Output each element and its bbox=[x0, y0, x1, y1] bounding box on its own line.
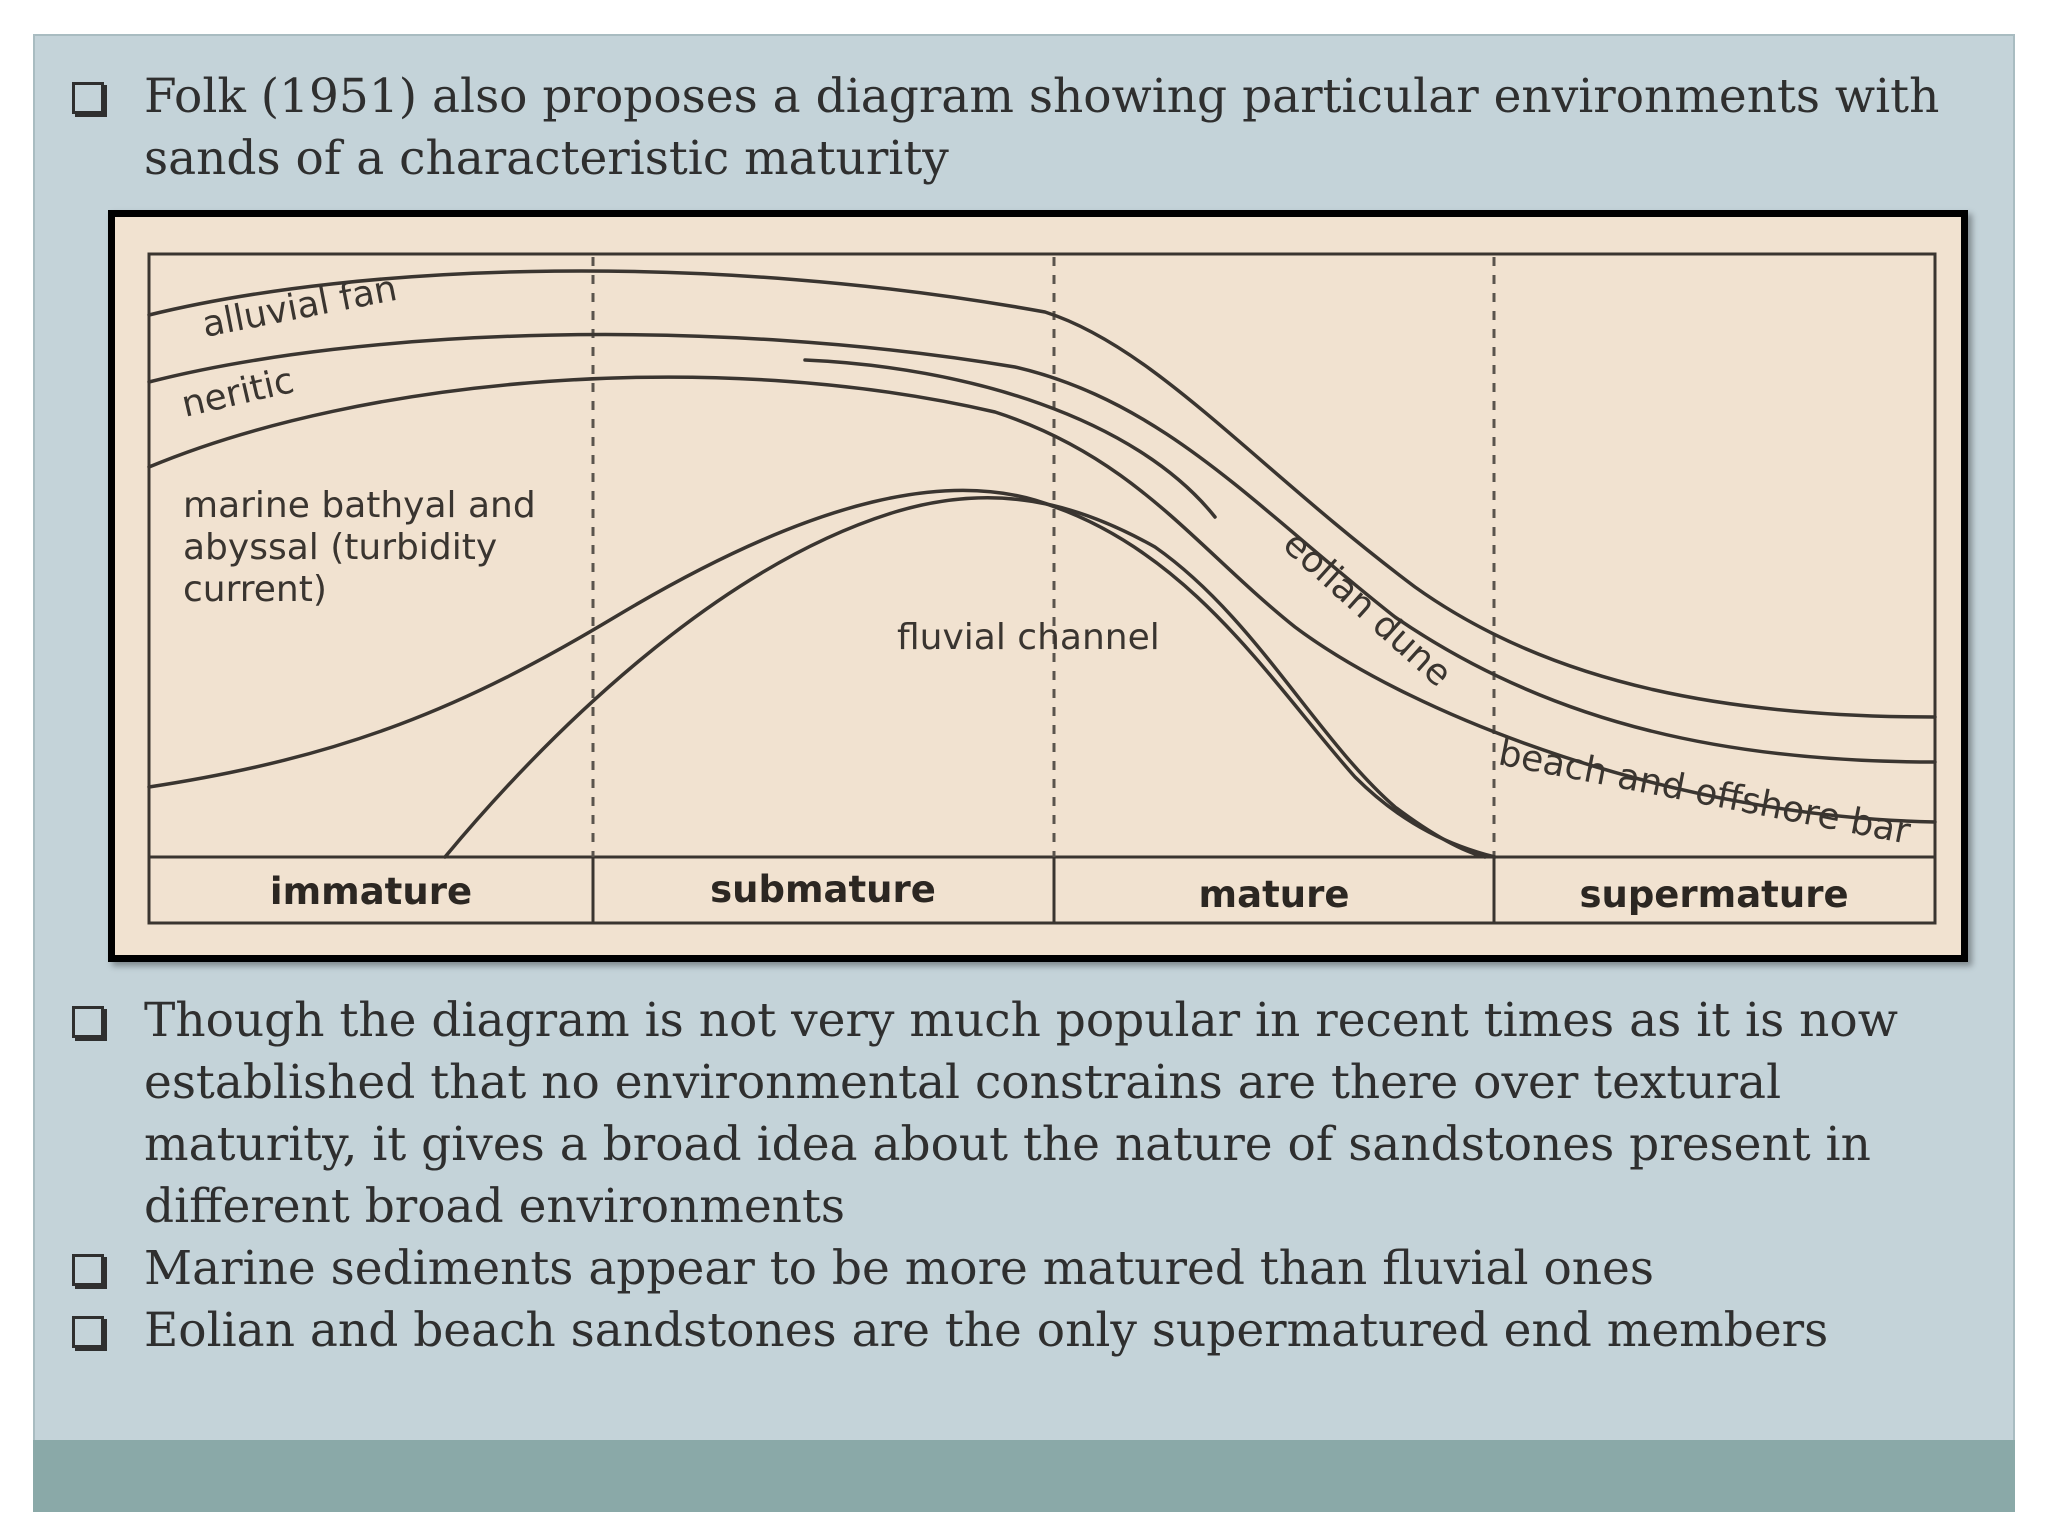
plot-frame bbox=[147, 252, 1937, 925]
scale-label-immature: immature bbox=[270, 870, 472, 913]
checkbox-bullet-icon bbox=[72, 82, 104, 114]
label-alluvial-fan: alluvial fan bbox=[199, 268, 400, 346]
label-marine-line-3: current) bbox=[183, 569, 327, 610]
bullet-item: Eolian and beach sandstones are the only… bbox=[72, 1300, 2004, 1362]
curve-marine-upper bbox=[147, 375, 1937, 824]
diagram-svg: alluvial fan neritic marine bathyal and … bbox=[147, 252, 1937, 925]
footer-band bbox=[33, 1440, 2015, 1512]
maturity-diagram: alluvial fan neritic marine bathyal and … bbox=[108, 210, 1968, 962]
label-marine-line-2: abyssal (turbidity bbox=[183, 527, 497, 568]
curve-fluvial-lower bbox=[443, 496, 1487, 859]
bullet-item: Marine sediments appear to be more matur… bbox=[72, 1238, 2004, 1300]
label-marine-line-1: marine bathyal and bbox=[183, 485, 536, 526]
bullet-text: Folk (1951) also proposes a diagram show… bbox=[144, 69, 1940, 186]
bullet-text: Eolian and beach sandstones are the only… bbox=[144, 1303, 1829, 1358]
scale-label-submature: submature bbox=[710, 868, 936, 911]
curve-fluvial-upper bbox=[147, 488, 1497, 859]
scale-label-mature: mature bbox=[1199, 873, 1350, 916]
label-fluvial-channel: fluvial channel bbox=[897, 617, 1160, 658]
curve-eolian-branch bbox=[803, 358, 1217, 519]
checkbox-bullet-icon bbox=[72, 1316, 104, 1348]
bullet-item: Folk (1951) also proposes a diagram show… bbox=[72, 66, 2004, 190]
checkbox-bullet-icon bbox=[72, 1254, 104, 1286]
curve-alluvial-fan-upper bbox=[147, 269, 1937, 719]
bullet-text: Marine sediments appear to be more matur… bbox=[144, 1241, 1654, 1296]
bullet-item: Though the diagram is not very much popu… bbox=[72, 990, 2004, 1238]
checkbox-bullet-icon bbox=[72, 1006, 104, 1038]
label-beach-offshore-bar: beach and offshore bar bbox=[1495, 733, 1913, 853]
bullet-text: Though the diagram is not very much popu… bbox=[144, 993, 1898, 1234]
curve-neritic-upper bbox=[147, 332, 1937, 764]
scale-label-supermature: supermature bbox=[1579, 873, 1848, 916]
